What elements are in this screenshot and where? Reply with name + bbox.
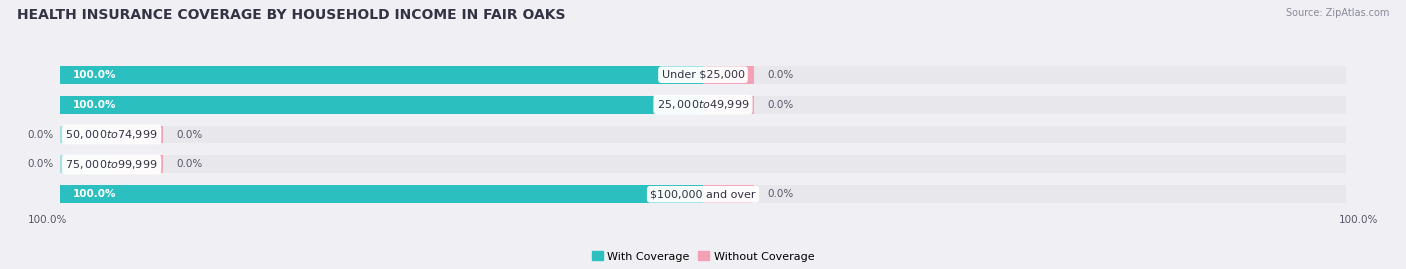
Text: 0.0%: 0.0%	[176, 160, 202, 169]
Text: 0.0%: 0.0%	[768, 100, 793, 109]
Text: $75,000 to $99,999: $75,000 to $99,999	[66, 158, 157, 171]
Text: 100.0%: 100.0%	[73, 100, 117, 109]
Text: 100.0%: 100.0%	[28, 215, 67, 225]
Text: 0.0%: 0.0%	[28, 160, 53, 169]
Bar	[703, 66, 755, 84]
Bar	[60, 185, 1346, 203]
Text: 100.0%: 100.0%	[73, 189, 117, 199]
Text: 100.0%: 100.0%	[1339, 215, 1378, 225]
Text: HEALTH INSURANCE COVERAGE BY HOUSEHOLD INCOME IN FAIR OAKS: HEALTH INSURANCE COVERAGE BY HOUSEHOLD I…	[17, 8, 565, 22]
Bar	[703, 96, 755, 114]
Text: Source: ZipAtlas.com: Source: ZipAtlas.com	[1285, 8, 1389, 18]
Text: Under $25,000: Under $25,000	[661, 70, 745, 80]
Bar	[60, 66, 703, 84]
Bar	[60, 155, 1346, 173]
Text: $100,000 and over: $100,000 and over	[650, 189, 756, 199]
Bar	[60, 185, 703, 203]
Bar	[111, 155, 163, 173]
Bar	[60, 155, 111, 173]
Text: 100.0%: 100.0%	[73, 70, 117, 80]
Bar	[60, 66, 1346, 84]
Text: $50,000 to $74,999: $50,000 to $74,999	[66, 128, 157, 141]
Text: $25,000 to $49,999: $25,000 to $49,999	[657, 98, 749, 111]
Text: 0.0%: 0.0%	[176, 129, 202, 140]
Bar	[60, 96, 703, 114]
Text: 0.0%: 0.0%	[768, 189, 793, 199]
Bar	[60, 126, 1346, 143]
Bar	[60, 126, 111, 143]
Text: 0.0%: 0.0%	[28, 129, 53, 140]
Bar	[60, 96, 1346, 114]
Bar	[111, 126, 163, 143]
Legend: With Coverage, Without Coverage: With Coverage, Without Coverage	[588, 247, 818, 266]
Text: 0.0%: 0.0%	[768, 70, 793, 80]
Bar	[703, 185, 755, 203]
